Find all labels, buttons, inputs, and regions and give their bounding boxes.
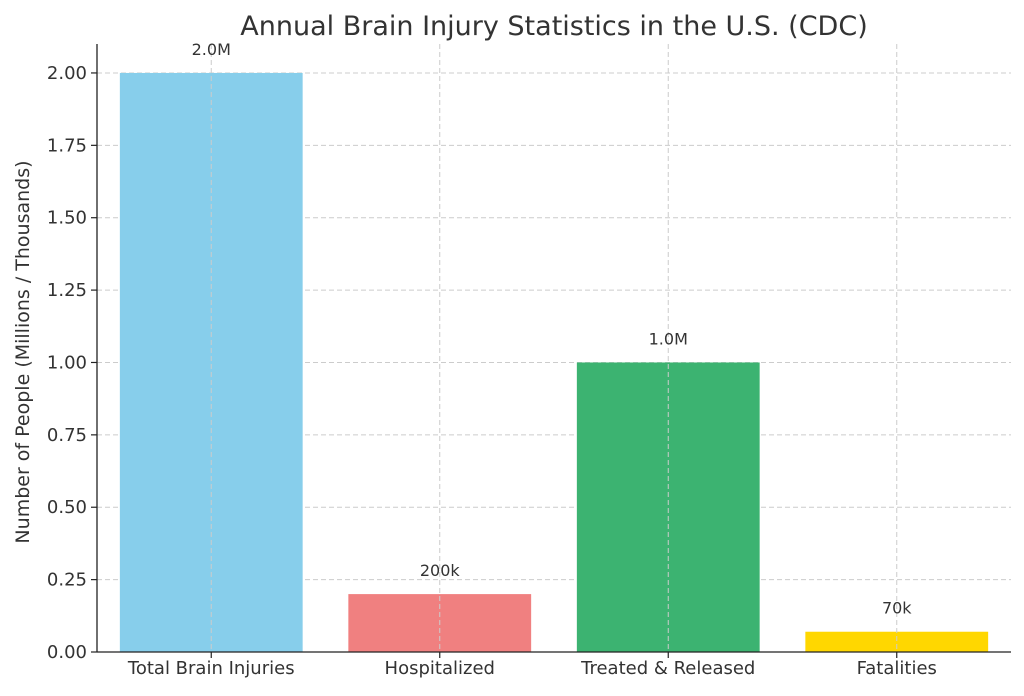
x-tick-label: Total Brain Injuries — [127, 658, 295, 679]
y-tick-label: 1.25 — [47, 280, 87, 301]
bar-value-label: 2.0M — [192, 40, 231, 59]
y-tick-label: 2.00 — [47, 63, 87, 84]
bar — [576, 362, 760, 652]
bar-value-label: 1.0M — [649, 329, 688, 348]
y-tick-label: 0.75 — [47, 425, 87, 446]
y-tick-label: 1.75 — [47, 135, 87, 156]
bars-layer — [119, 44, 989, 652]
y-tick-label: 1.50 — [47, 208, 87, 229]
chart-title: Annual Brain Injury Statistics in the U.… — [240, 11, 867, 42]
y-tick-label: 1.00 — [47, 352, 87, 373]
y-tick-label: 0.25 — [47, 570, 87, 591]
axes-layer — [91, 44, 1011, 658]
x-tick-label: Fatalities — [857, 658, 937, 679]
y-tick-label: 0.00 — [47, 642, 87, 663]
bar — [119, 72, 303, 652]
labels-layer: 0.00 0.25 0.50 0.75 1.00 1.25 1.50 1.75 2.00 Tota… — [47, 40, 937, 679]
bar-value-label: 70k — [882, 599, 912, 618]
y-tick-label: 0.50 — [47, 497, 87, 518]
y-axis-label: Number of People (Millions / Thousands) — [12, 160, 34, 543]
x-tick-label: Treated & Released — [580, 658, 755, 679]
bar-value-label: 200k — [420, 561, 461, 580]
x-tick-label: Hospitalized — [385, 658, 495, 679]
bar — [805, 631, 989, 652]
